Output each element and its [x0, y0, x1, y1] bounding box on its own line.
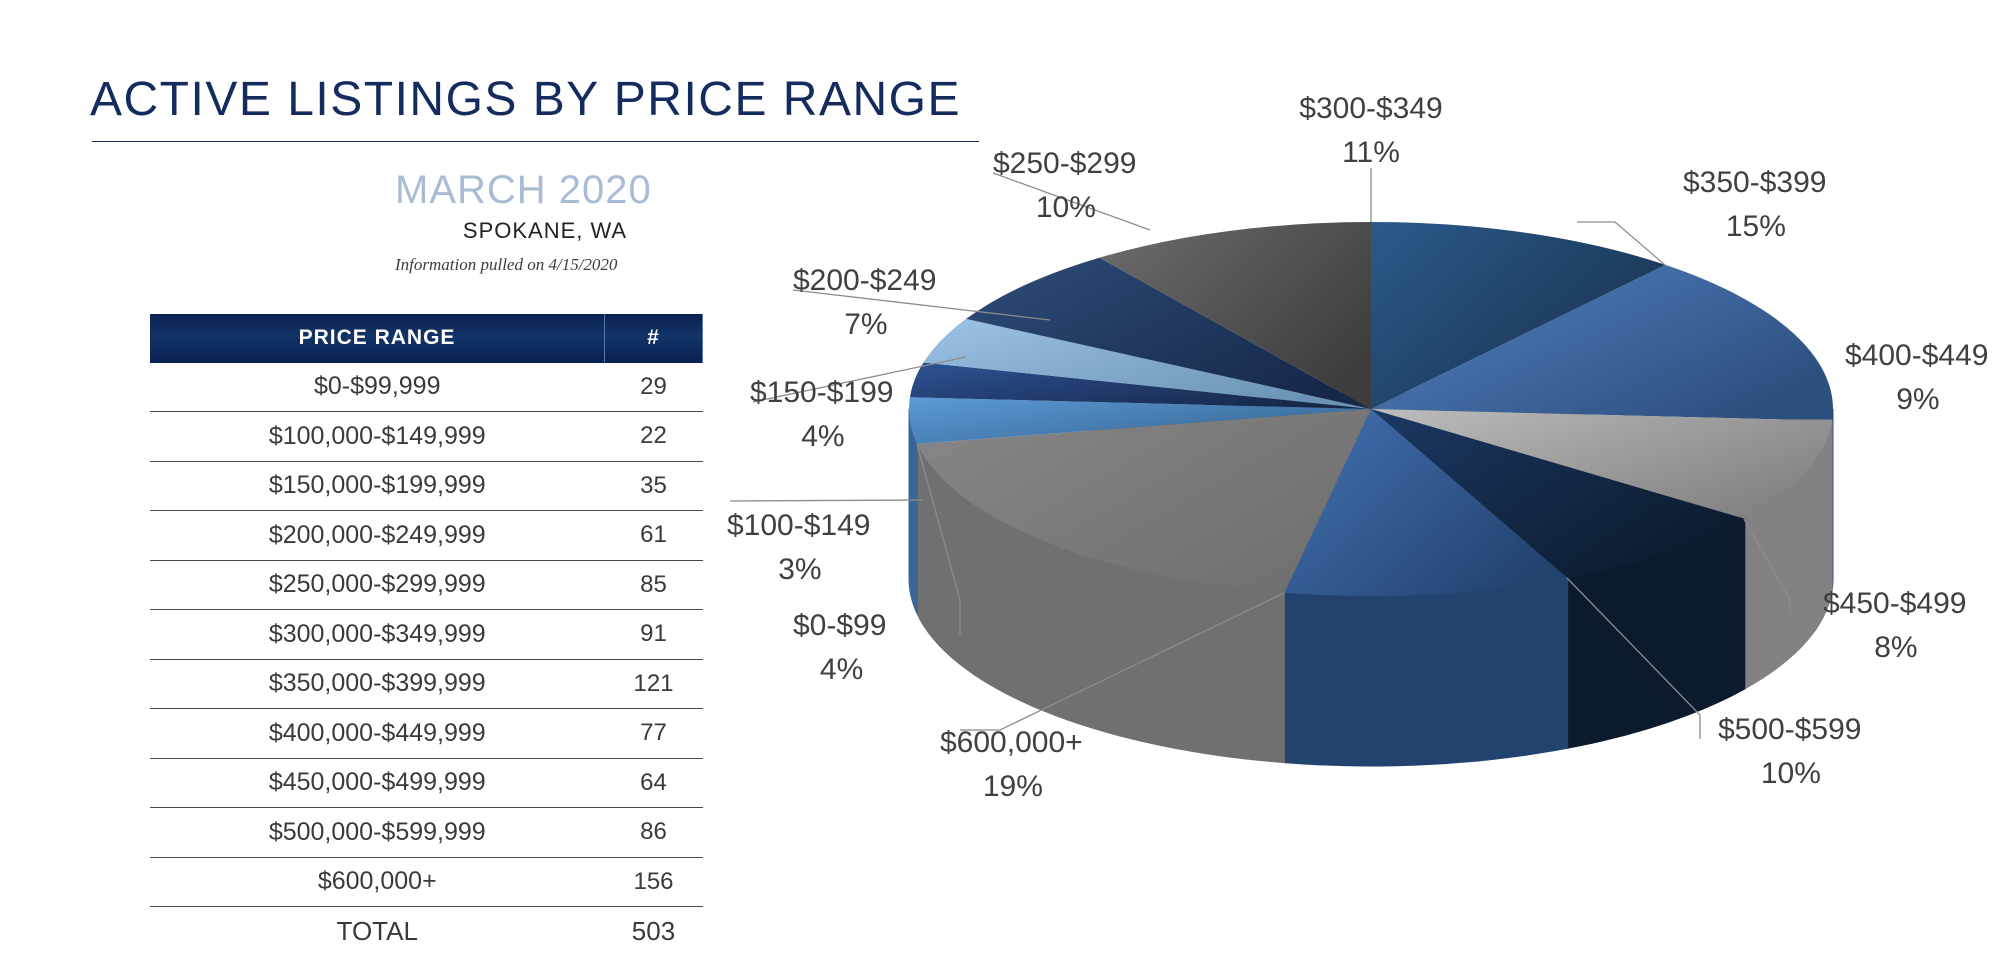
- svg-text:8%: 8%: [1874, 631, 1917, 664]
- svg-text:$400-$449: $400-$449: [1845, 339, 1988, 372]
- svg-text:10%: 10%: [1036, 191, 1096, 224]
- svg-text:19%: 19%: [983, 770, 1043, 803]
- svg-text:10%: 10%: [1761, 757, 1821, 790]
- svg-text:4%: 4%: [801, 420, 844, 453]
- svg-text:$250-$299: $250-$299: [993, 147, 1136, 180]
- svg-text:$150-$199: $150-$199: [750, 376, 893, 409]
- svg-text:9%: 9%: [1896, 383, 1939, 416]
- svg-text:$350-$399: $350-$399: [1683, 166, 1826, 199]
- svg-text:7%: 7%: [844, 308, 887, 341]
- svg-text:11%: 11%: [1342, 136, 1400, 169]
- svg-text:$0-$99: $0-$99: [793, 609, 886, 642]
- svg-text:15%: 15%: [1726, 210, 1786, 243]
- svg-text:3%: 3%: [778, 553, 821, 586]
- svg-text:$500-$599: $500-$599: [1718, 713, 1861, 746]
- svg-text:$200-$249: $200-$249: [793, 264, 936, 297]
- svg-text:$300-$349: $300-$349: [1299, 92, 1442, 125]
- svg-text:$100-$149: $100-$149: [727, 509, 870, 542]
- svg-text:$450-$499: $450-$499: [1823, 587, 1966, 620]
- svg-text:4%: 4%: [820, 653, 863, 686]
- svg-text:$600,000+: $600,000+: [940, 726, 1083, 759]
